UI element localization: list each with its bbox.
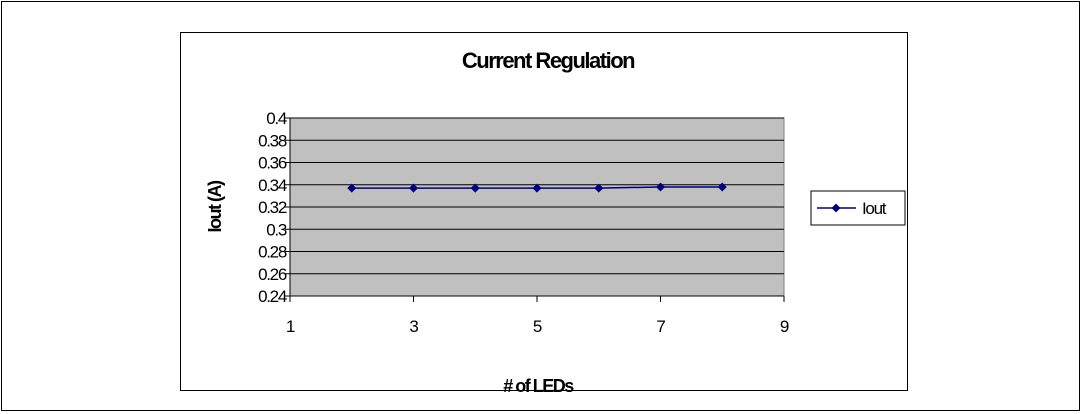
y-tick-label: 0.3 xyxy=(266,220,287,239)
legend-marker-diamond xyxy=(831,203,841,213)
data-point xyxy=(717,182,727,192)
legend: Iout xyxy=(810,190,906,226)
y-tick-label: 0.4 xyxy=(266,109,287,128)
x-tick-label: 9 xyxy=(780,317,789,336)
chart-title: Current Regulation xyxy=(462,48,635,73)
y-tick-label: 0.36 xyxy=(258,154,287,173)
x-tick-label: 3 xyxy=(409,317,418,336)
x-tick-label: 1 xyxy=(286,317,295,336)
y-axis-label: Iout (A) xyxy=(205,180,225,232)
data-point xyxy=(594,183,604,193)
y-tick-label: 0.24 xyxy=(258,287,287,306)
data-point xyxy=(347,183,357,193)
data-point xyxy=(470,183,480,193)
series-layer xyxy=(347,182,727,193)
x-tick-label: 5 xyxy=(533,317,542,336)
data-point xyxy=(409,183,418,193)
x-axis-label: # of LEDs xyxy=(503,376,574,396)
y-tick-label: 0.26 xyxy=(258,265,287,284)
y-ticks: 0.24 0.26 0.28 0.3 0.32 0.34 0.36 0.38 0.4 xyxy=(258,109,290,306)
y-tick-label: 0.32 xyxy=(258,198,287,217)
y-tick-label: 0.34 xyxy=(258,176,287,195)
x-tick-label: 7 xyxy=(656,317,665,336)
y-tick-label: 0.38 xyxy=(258,131,287,150)
data-point xyxy=(532,183,542,193)
legend-label: Iout xyxy=(862,199,887,218)
data-point xyxy=(656,182,665,192)
x-ticks: 1 3 5 7 9 xyxy=(286,296,790,336)
y-tick-label: 0.28 xyxy=(258,243,287,262)
